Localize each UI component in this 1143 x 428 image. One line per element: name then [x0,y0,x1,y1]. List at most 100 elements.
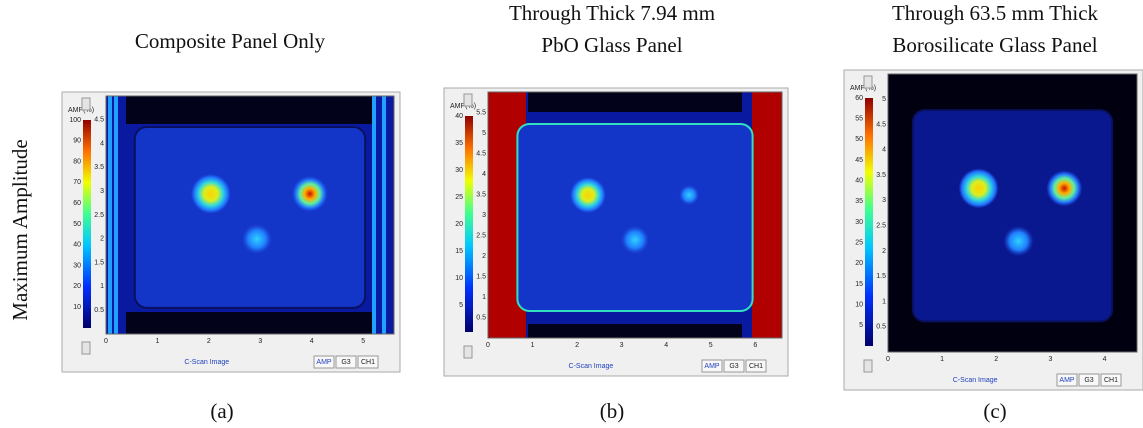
scan-image [106,96,394,334]
footer-button[interactable] [745,359,767,373]
y-tick-label: 0.5 [476,314,486,321]
colorbar-tick-label: 10 [73,304,81,311]
y-tick-label: 1.5 [94,259,104,266]
edge-stripe [114,96,118,334]
y-tick-label: 4 [482,171,486,178]
edge-stripe [372,96,376,334]
scan-image [888,74,1137,352]
colorbar-tick-label: 10 [855,302,863,309]
colorbar-tick-label: 10 [455,275,463,282]
colorbar-unit: AMP(%) [850,85,876,92]
footer-button[interactable] [335,355,357,369]
panel-title: Composite Panel Only [135,29,326,53]
colorbar-tick-label: 15 [455,248,463,255]
y-tick-label: 2.5 [94,212,104,219]
colorbar-unit: AMP(%) [68,107,94,114]
x-tick-label: 1 [940,356,944,363]
x-tick-label: 2 [994,356,998,363]
footer-button[interactable] [313,355,335,369]
spinner [863,359,873,373]
colorbar-tick-label: 90 [73,138,81,145]
colorbar-unit: AMP(%) [450,103,476,110]
x-tick-label: 2 [575,342,579,349]
y-tick-label: 2.5 [476,232,486,239]
colorbar-tick-label: 25 [455,194,463,201]
y-tick-label: 2 [482,253,486,260]
spinner [463,345,473,359]
colorbar-tick-label: 20 [455,221,463,228]
footer-label: C-Scan Image [569,363,614,370]
footer-button-label: CH1 [1104,377,1118,384]
colorbar-tick-label: 55 [855,116,863,123]
defect-indication [621,225,649,254]
colorbar-tick-label: 100 [69,117,81,124]
y-tick-label: 3.5 [876,172,886,179]
colorbar-tick-label: 20 [855,260,863,267]
y-tick-label: 5.5 [476,109,486,116]
x-tick-label: 4 [1103,356,1107,363]
scan-image [488,92,782,338]
y-tick-label: 1.5 [476,273,486,280]
footer-button-label: G3 [1084,377,1093,384]
y-tick-label: 0.5 [94,307,104,314]
colorbar-tick-label: 30 [73,262,81,269]
colorbar-tick-label: 15 [855,281,863,288]
footer-button[interactable] [1100,373,1122,387]
defect-indication [190,173,231,214]
test-panel [133,125,367,309]
colorbar-tick-label: 50 [855,136,863,143]
top-band [126,96,374,124]
x-tick-label: 3 [258,338,262,345]
footer-button-label: AMP [704,363,720,370]
footer-button[interactable] [723,359,745,373]
image-border [105,95,395,335]
colorbar-tick-label: 30 [455,167,463,174]
defect-indication [1003,226,1034,257]
colorbar-tick-label: 5 [459,302,463,309]
x-tick-label: 6 [753,342,757,349]
footer-button-label: CH1 [749,363,763,370]
y-tick-label: 3 [482,212,486,219]
colorbar [465,116,473,332]
footer-button[interactable] [1078,373,1100,387]
defect-indication [241,224,272,255]
y-tick-label: 1 [100,283,104,290]
bottom-band [528,324,742,338]
image-border [887,73,1138,353]
footer-button[interactable] [701,359,723,373]
y-tick-label: 4.5 [94,117,104,124]
colorbar-tick-label: 40 [855,178,863,185]
x-tick-label: 3 [620,342,624,349]
colorbar-tick-label: 40 [455,113,463,120]
x-tick-label: 2 [207,338,211,345]
spinner [81,341,91,355]
x-tick-label: 1 [155,338,159,345]
y-tick-label: 3.5 [476,191,486,198]
footer-button[interactable] [1056,373,1078,387]
y-tick-label: 3 [882,197,886,204]
defect-indication [679,185,700,206]
colorbar-tick-label: 50 [73,221,81,228]
footer-button-label: CH1 [361,359,375,366]
y-tick-label: 0.5 [876,324,886,331]
colorbar [865,98,873,346]
colorbar-tick-label: 60 [73,200,81,207]
side-label: Maximum Amplitude [8,139,32,320]
colorbar-tick-label: 40 [73,242,81,249]
x-tick-label: 0 [104,338,108,345]
y-tick-label: 5 [882,96,886,103]
x-tick-label: 1 [531,342,535,349]
colorbar-tick-label: 60 [855,95,863,102]
x-tick-label: 4 [664,342,668,349]
colorbar-tick-label: 20 [73,283,81,290]
x-tick-label: 3 [1048,356,1052,363]
panel-title: Through Thick 7.94 mm [509,1,715,25]
colorbar-tick-label: 70 [73,179,81,186]
panel-title: Borosilicate Glass Panel [892,33,1097,57]
spinner [81,97,91,111]
edge-stripe [108,96,112,334]
colorbar-tick-label: 5 [859,322,863,329]
y-tick-label: 1.5 [876,273,886,280]
footer-button[interactable] [357,355,379,369]
test-panel [911,109,1114,323]
